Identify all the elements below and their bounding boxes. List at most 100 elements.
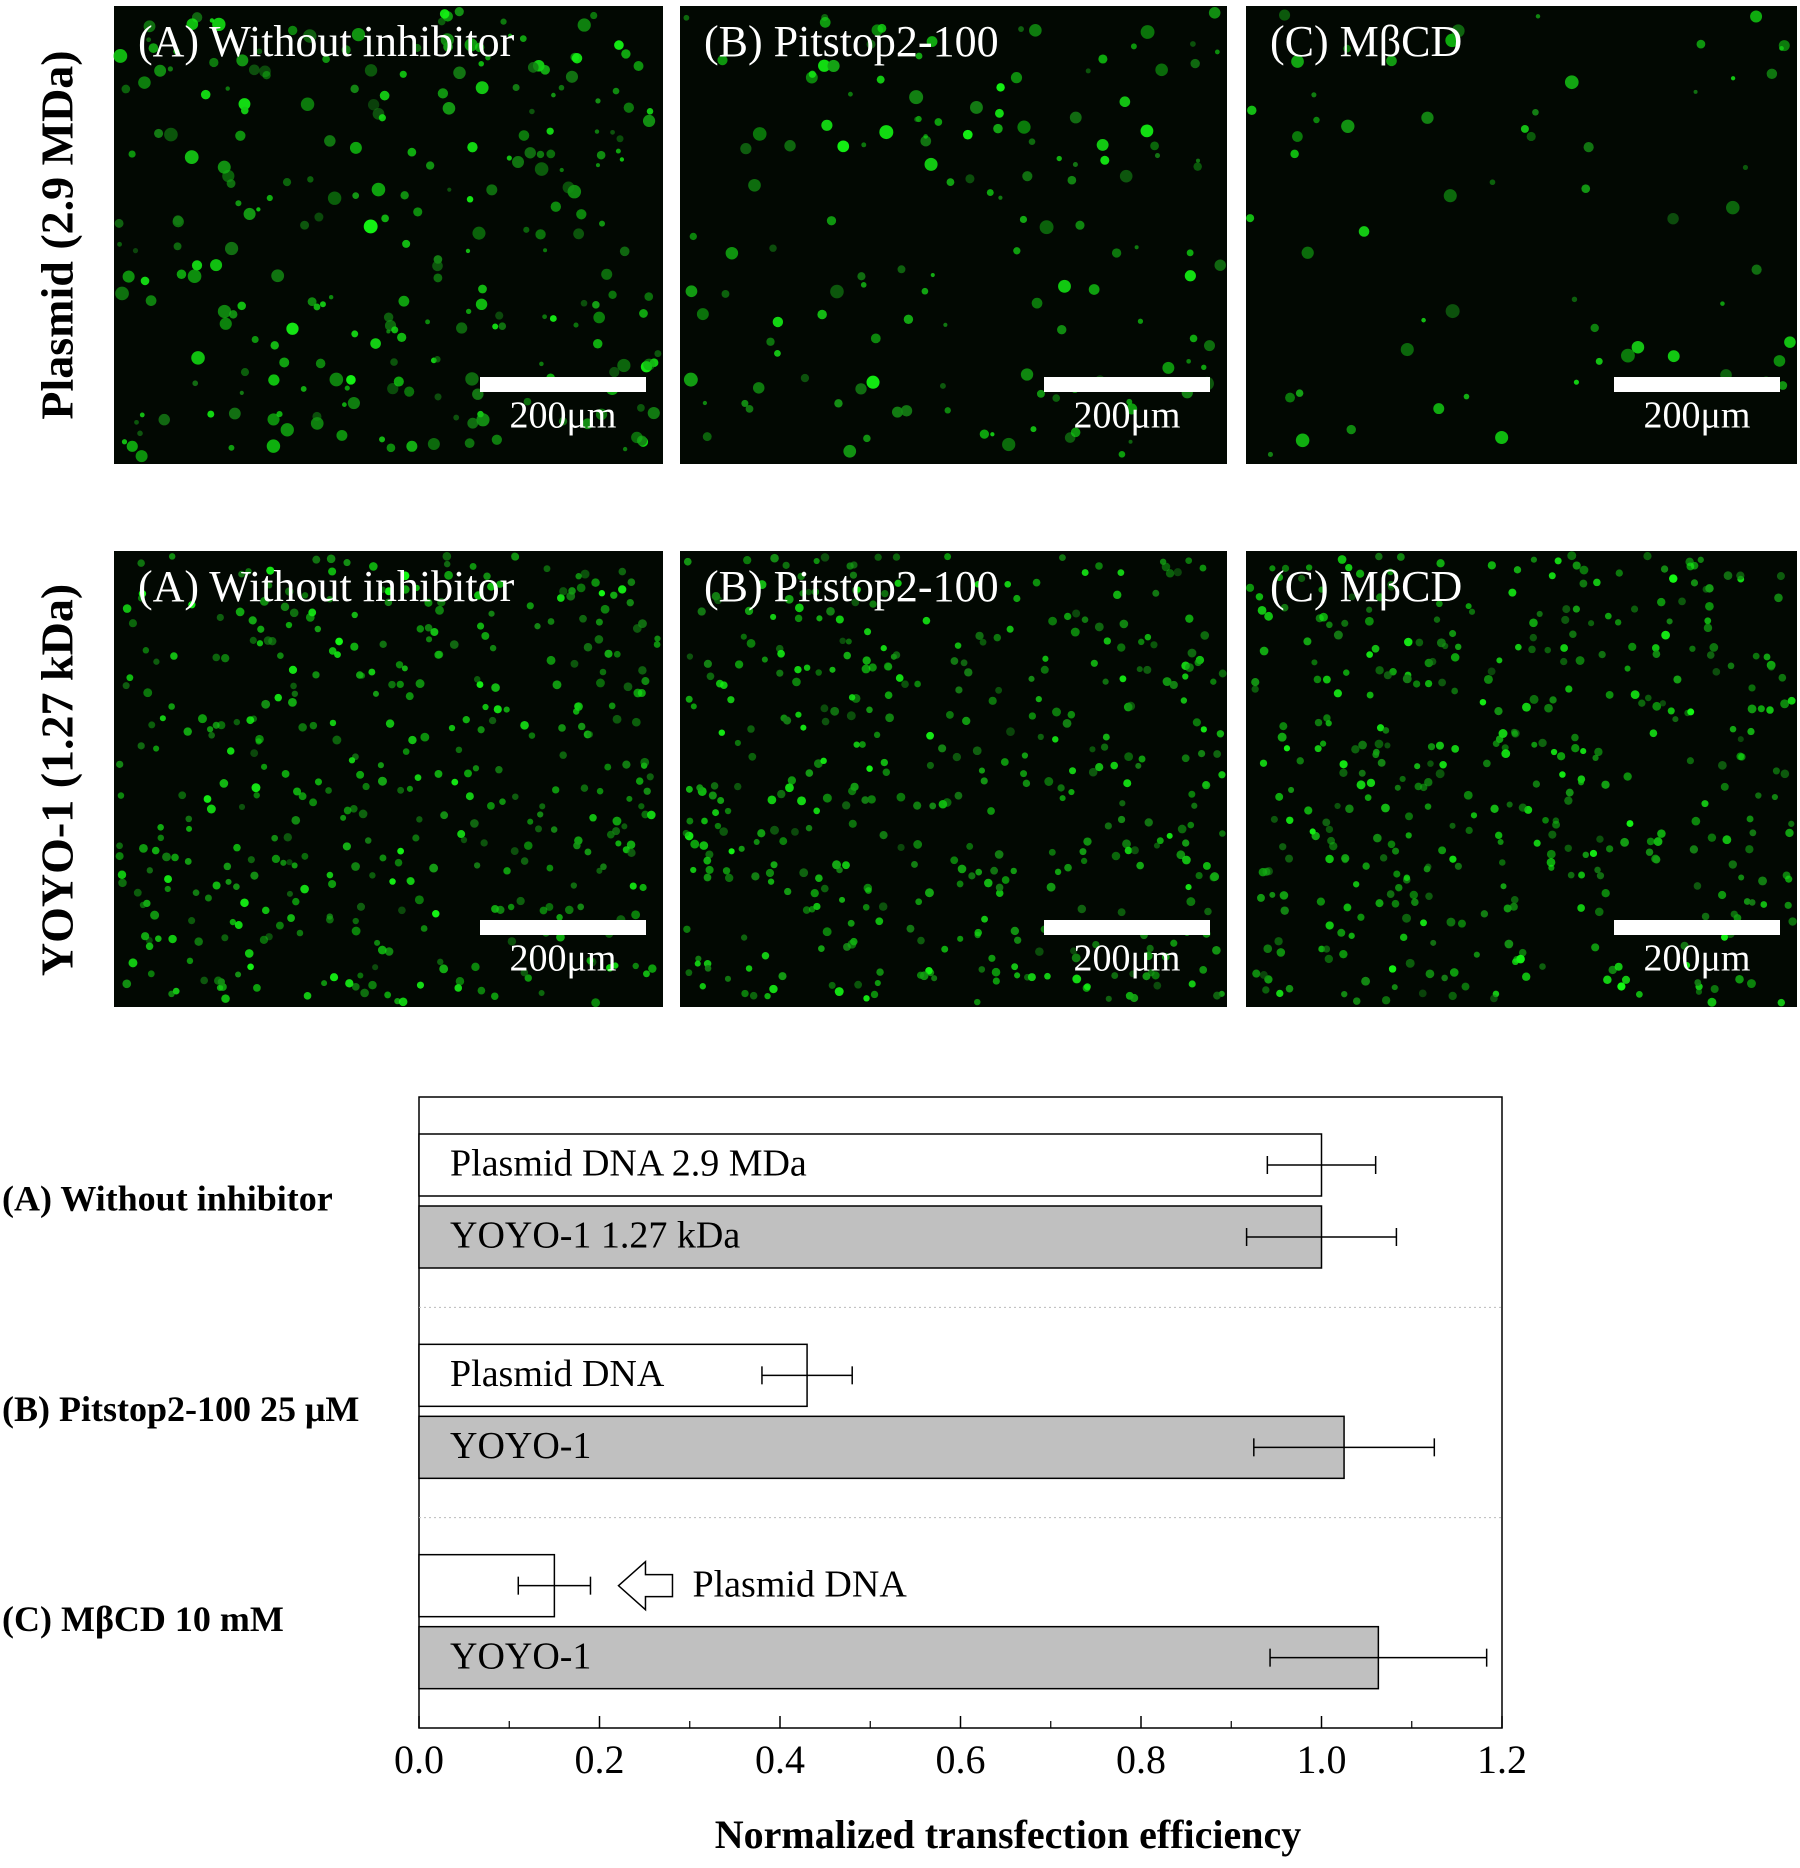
cell (1614, 962, 1623, 971)
cell (914, 116, 920, 122)
cell (1052, 736, 1059, 743)
cell (619, 246, 630, 257)
cell (822, 793, 832, 803)
cell (1185, 557, 1193, 565)
cell (1465, 826, 1473, 835)
cell (556, 932, 565, 942)
cell (1400, 342, 1414, 357)
cell (336, 429, 348, 441)
cell (970, 100, 983, 114)
cell (956, 880, 964, 888)
cell (1735, 974, 1744, 984)
cell (433, 255, 443, 264)
cell (1751, 264, 1762, 275)
cell (724, 873, 734, 883)
cell (740, 934, 748, 941)
cell (934, 118, 943, 126)
panel-title: (B) Pitstop2-100 (704, 17, 999, 66)
cell (1531, 741, 1538, 748)
cell (1162, 677, 1172, 687)
cell (1667, 350, 1680, 363)
cell (245, 568, 252, 575)
cell (860, 282, 867, 288)
cell (685, 969, 693, 977)
cell (685, 285, 698, 298)
cell (1411, 898, 1419, 906)
cell (822, 927, 832, 937)
scale-bar (1614, 920, 1780, 935)
cell (714, 822, 722, 830)
cell (1325, 825, 1334, 834)
cell (1722, 835, 1732, 845)
cell (1449, 855, 1457, 863)
cell (1405, 832, 1412, 839)
cell (785, 783, 794, 793)
cell (1693, 882, 1702, 890)
cell (1291, 55, 1304, 68)
cells (1245, 551, 1797, 1007)
cell (398, 997, 408, 1007)
cell (253, 984, 261, 992)
cell (749, 991, 758, 1000)
cell (437, 17, 446, 26)
cell (987, 807, 995, 815)
cell (1785, 828, 1794, 838)
cell (440, 811, 449, 820)
cell (1757, 705, 1765, 713)
cell (1594, 747, 1603, 757)
cell (332, 735, 342, 745)
cell (1345, 563, 1353, 572)
cell (621, 823, 628, 830)
cell (712, 809, 720, 817)
cell (1137, 318, 1144, 324)
cell (558, 724, 566, 732)
cell (473, 676, 481, 683)
cell (1451, 24, 1465, 38)
cell (1246, 214, 1255, 223)
cell (360, 988, 369, 998)
cell (383, 312, 394, 322)
cell (208, 731, 216, 739)
cell (1212, 945, 1221, 955)
cell (1195, 158, 1201, 163)
cell (1506, 801, 1513, 808)
cell (206, 804, 216, 814)
cell (398, 295, 410, 307)
cell (1689, 845, 1699, 854)
cell (705, 850, 714, 859)
cell (300, 220, 310, 230)
cell (1454, 862, 1462, 870)
cell (377, 762, 384, 769)
cell (704, 965, 712, 972)
cell (343, 806, 352, 815)
cell (635, 777, 644, 785)
cell (414, 774, 422, 781)
cell (1445, 304, 1460, 319)
cell (1010, 867, 1017, 875)
cell (1348, 932, 1355, 939)
scale-bar (480, 377, 646, 392)
cell (457, 830, 466, 839)
cell (1626, 820, 1634, 828)
cell (821, 717, 830, 726)
cell (784, 594, 794, 604)
cell (399, 70, 407, 78)
cell (534, 825, 542, 833)
cell (1054, 868, 1062, 876)
cell (1323, 714, 1331, 722)
cell (975, 868, 983, 876)
cell (1186, 359, 1191, 364)
cell (1583, 142, 1594, 153)
cell (1304, 806, 1313, 815)
cell (1473, 951, 1480, 958)
cell (995, 889, 1004, 897)
cell (1036, 389, 1045, 398)
cell (321, 980, 328, 987)
cell (1565, 685, 1573, 693)
cell (1529, 694, 1539, 704)
cell (1090, 659, 1098, 667)
cell (1697, 556, 1704, 563)
cell (1660, 565, 1669, 573)
cell (1730, 910, 1738, 918)
cell (1166, 832, 1173, 839)
